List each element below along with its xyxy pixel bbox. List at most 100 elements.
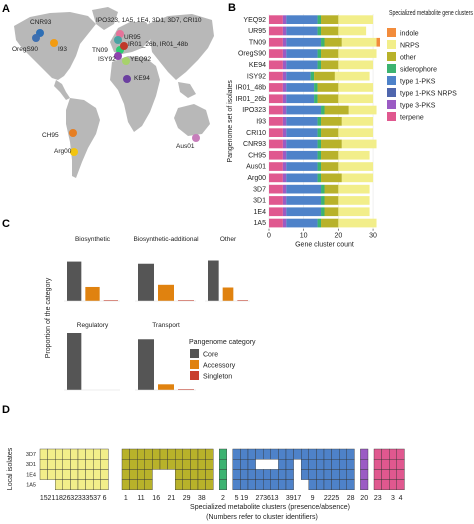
y-axis-title: Local isolates (7, 447, 14, 490)
presence-cell (278, 459, 287, 470)
legend-swatch (190, 371, 199, 380)
presence-cell (39, 469, 48, 480)
bar-segment (338, 83, 374, 92)
presence-cell (39, 459, 48, 470)
presence-cell (55, 459, 64, 470)
australia-shape (174, 104, 210, 136)
presence-cell (247, 469, 256, 480)
bar-segment (286, 218, 318, 228)
bar-segment (269, 71, 283, 81)
category-tick-label: CRI10 (246, 130, 266, 137)
presence-cell (190, 479, 199, 491)
bar-segment (338, 60, 374, 70)
bar-segment (338, 128, 374, 137)
presence-cell (339, 469, 348, 480)
cluster-tick-label: 3 (391, 495, 395, 502)
presence-cell (62, 469, 71, 480)
legend-label: Singleton (203, 374, 232, 381)
presence-cell (70, 469, 79, 480)
cluster-tick-label: 19 (240, 495, 248, 502)
presence-cell (360, 469, 369, 480)
map-label: IPO323, 1A5, 1E4, 3D1, 3D7, CRI10 (96, 17, 202, 24)
presence-cell (270, 469, 279, 480)
bar-segment (269, 184, 283, 194)
map-label: Arg00 (54, 148, 72, 155)
presence-cell (346, 459, 355, 470)
presence-cell (323, 479, 332, 491)
cluster-tick-label: 33 (78, 495, 86, 502)
presence-cell (144, 448, 153, 460)
panel-label-c: C (2, 218, 10, 230)
faceted-proportion-chart: Biosynthetic Biosynthetic-additional Other… (45, 236, 256, 391)
legend-label: terpene (400, 115, 424, 122)
presence-cell (373, 469, 382, 480)
presence-cell (316, 459, 325, 470)
cluster-tick-label: 13 (271, 495, 279, 502)
cluster-tick-label: 36 (263, 495, 271, 502)
presence-cell (218, 448, 227, 460)
legend-label: siderophore (400, 67, 437, 74)
bar-segment (321, 128, 339, 137)
presence-cell (47, 459, 56, 470)
presence-cell (389, 448, 398, 460)
bar-segment (317, 218, 322, 228)
presence-cell (301, 469, 310, 480)
presence-cell (396, 448, 405, 460)
presence-cell (381, 479, 390, 491)
central-america-shape (54, 80, 70, 100)
cluster-tick-label: 38 (198, 495, 206, 502)
africa-shape (110, 56, 160, 132)
facet-title: Biosynthetic (75, 236, 111, 243)
presence-cell (346, 448, 355, 460)
bar-segment (282, 207, 287, 217)
bar-segment (338, 218, 377, 228)
cluster-tick-label: 29 (183, 495, 191, 502)
presence-cell (360, 448, 369, 460)
bar-segment (269, 83, 283, 92)
facet-title: Transport (152, 322, 180, 329)
bar-segment (286, 26, 318, 36)
legend-label: Core (203, 352, 218, 359)
cluster-tick-label: 4 (399, 495, 403, 502)
bar-segment (317, 60, 322, 70)
presence-cell (159, 459, 168, 470)
bar-segment (317, 173, 322, 183)
legend-label: NRPS (400, 43, 420, 50)
cluster-tick-label: 15 (40, 495, 48, 502)
category-tick-label: CH95 (248, 152, 266, 159)
presence-cell (100, 479, 109, 491)
presence-cell (360, 479, 369, 491)
bar-segment (321, 218, 339, 228)
presence-cell (77, 479, 86, 491)
category-tick-label: 1A5 (254, 220, 267, 227)
presence-cell (308, 479, 317, 491)
presence-cell (159, 448, 168, 460)
cluster-tick-label: 28 (347, 495, 355, 502)
presence-cell (285, 469, 294, 480)
presence-cell (247, 448, 256, 460)
presence-cell (136, 479, 145, 491)
presence-cell (100, 459, 109, 470)
map-label: KE94 (134, 75, 150, 82)
bar-segment (286, 15, 318, 24)
bar-segment (282, 37, 287, 47)
bar-segment (282, 94, 287, 104)
row-label: 1A5 (26, 483, 36, 489)
cluster-tick-label: 21 (48, 495, 56, 502)
bar-segment (317, 15, 322, 24)
bar-segment (314, 83, 318, 92)
presence-cell (247, 459, 256, 470)
bar-segment (286, 184, 322, 194)
cluster-tick-label: 16 (152, 495, 160, 502)
presence-cell (255, 479, 264, 491)
category-tick-label: YEQ92 (243, 17, 266, 24)
presence-cell (100, 469, 109, 480)
map-label: Aus01 (176, 143, 195, 150)
category-tick-label: ISY92 (247, 73, 266, 80)
cluster-tick-label: 11 (137, 495, 144, 502)
bar-segment (286, 150, 318, 160)
greenland-shape (92, 7, 118, 30)
map-marker (120, 42, 128, 50)
y-axis-title: Pangenome set of isolates (227, 80, 234, 163)
bar-segment (269, 128, 283, 137)
